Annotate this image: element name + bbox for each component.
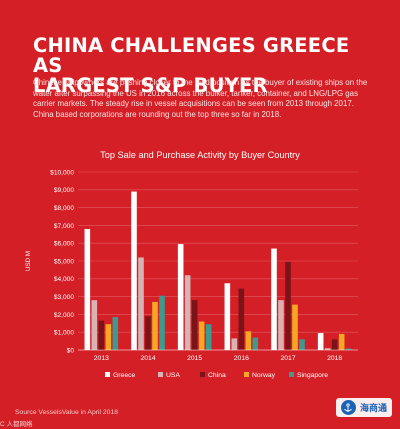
bar-china-2013 [98,320,105,350]
bar-singapore-2013 [112,317,119,350]
bar-greece-2013 [84,228,91,350]
bar-norway-2013 [105,324,112,350]
y-axis-label: USD M [25,251,32,271]
bar-usa-2016 [231,338,238,350]
bar-norway-2018 [338,333,345,350]
bar-singapore-2014 [159,295,165,350]
bar-china-2015 [191,300,198,350]
y-tick-label: $5,000 [54,258,75,265]
x-tick-label: 2014 [140,355,155,362]
bar-norway-2017 [292,304,298,350]
anchor-icon [340,400,356,415]
legend-swatch-usa [158,372,163,377]
x-tick-label: 2013 [94,355,109,362]
description-paragraph: Chinese shipowners are pushing closer to… [33,78,368,119]
y-tick-label: $3,000 [54,294,75,301]
chart-title: Top Sale and Purchase Activity by Buyer … [100,150,300,160]
y-tick-label: $4,000 [54,276,75,283]
bar-china-2016 [238,288,245,350]
x-tick-label: 2018 [327,355,342,362]
watermark-text: C 人都网络 [0,421,33,428]
bar-norway-2014 [152,301,158,350]
bar-china-2017 [285,261,291,350]
bar-greece-2016 [224,283,231,350]
legend-swatch-norway [244,372,249,377]
bar-usa-2014 [138,257,144,350]
brand-badge[interactable]: 海商通 [335,398,392,417]
y-tick-label: $9,000 [54,187,75,194]
legend-label-norway: Norway [252,372,276,379]
y-tick-label: $6,000 [54,241,75,248]
y-tick-label: $1,000 [54,330,75,337]
bar-greece-2014 [131,191,137,350]
bar-china-2014 [145,316,151,350]
x-tick-label: 2016 [234,355,249,362]
legend-label-greece: Greece [113,372,136,379]
bar-norway-2016 [245,331,252,350]
brand-name: 海商通 [359,403,387,413]
legend-label-usa: USA [166,372,180,379]
bar-singapore-2018 [345,348,352,350]
legend-label-singapore: Singapore [297,372,328,379]
x-tick-label: 2017 [280,355,295,362]
bar-singapore-2015 [205,324,212,350]
headline: CHINA CHALLENGES GREECE AS LARGEST S&P B… [33,36,383,96]
bar-usa-2013 [91,300,98,350]
legend-label-china: China [208,372,226,379]
headline-line-2: LARGEST S&P BUYER [33,74,268,97]
legend-swatch-singapore [289,372,294,377]
bar-singapore-2017 [299,339,305,350]
y-tick-label: $7,000 [54,223,75,230]
legend-swatch-china [200,372,205,377]
bar-china-2018 [331,339,338,350]
bar-greece-2017 [271,248,277,350]
bar-norway-2015 [198,321,205,350]
y-tick-label: $8,000 [54,205,75,212]
y-tick-label: $0 [67,347,75,354]
y-tick-label: $2,000 [54,312,75,319]
y-tick-label: $10,000 [50,169,74,176]
source-note: Source VesselsValue in April 2018 [15,409,119,416]
headline-line-1: CHINA CHALLENGES GREECE AS [33,34,350,77]
bar-greece-2015 [177,244,184,350]
bar-usa-2018 [324,348,331,350]
legend-swatch-greece [105,372,110,377]
x-tick-label: 2015 [187,355,202,362]
bar-singapore-2016 [252,337,259,350]
bar-greece-2018 [317,333,324,350]
bar-usa-2017 [278,300,284,350]
bar-usa-2015 [184,275,191,350]
